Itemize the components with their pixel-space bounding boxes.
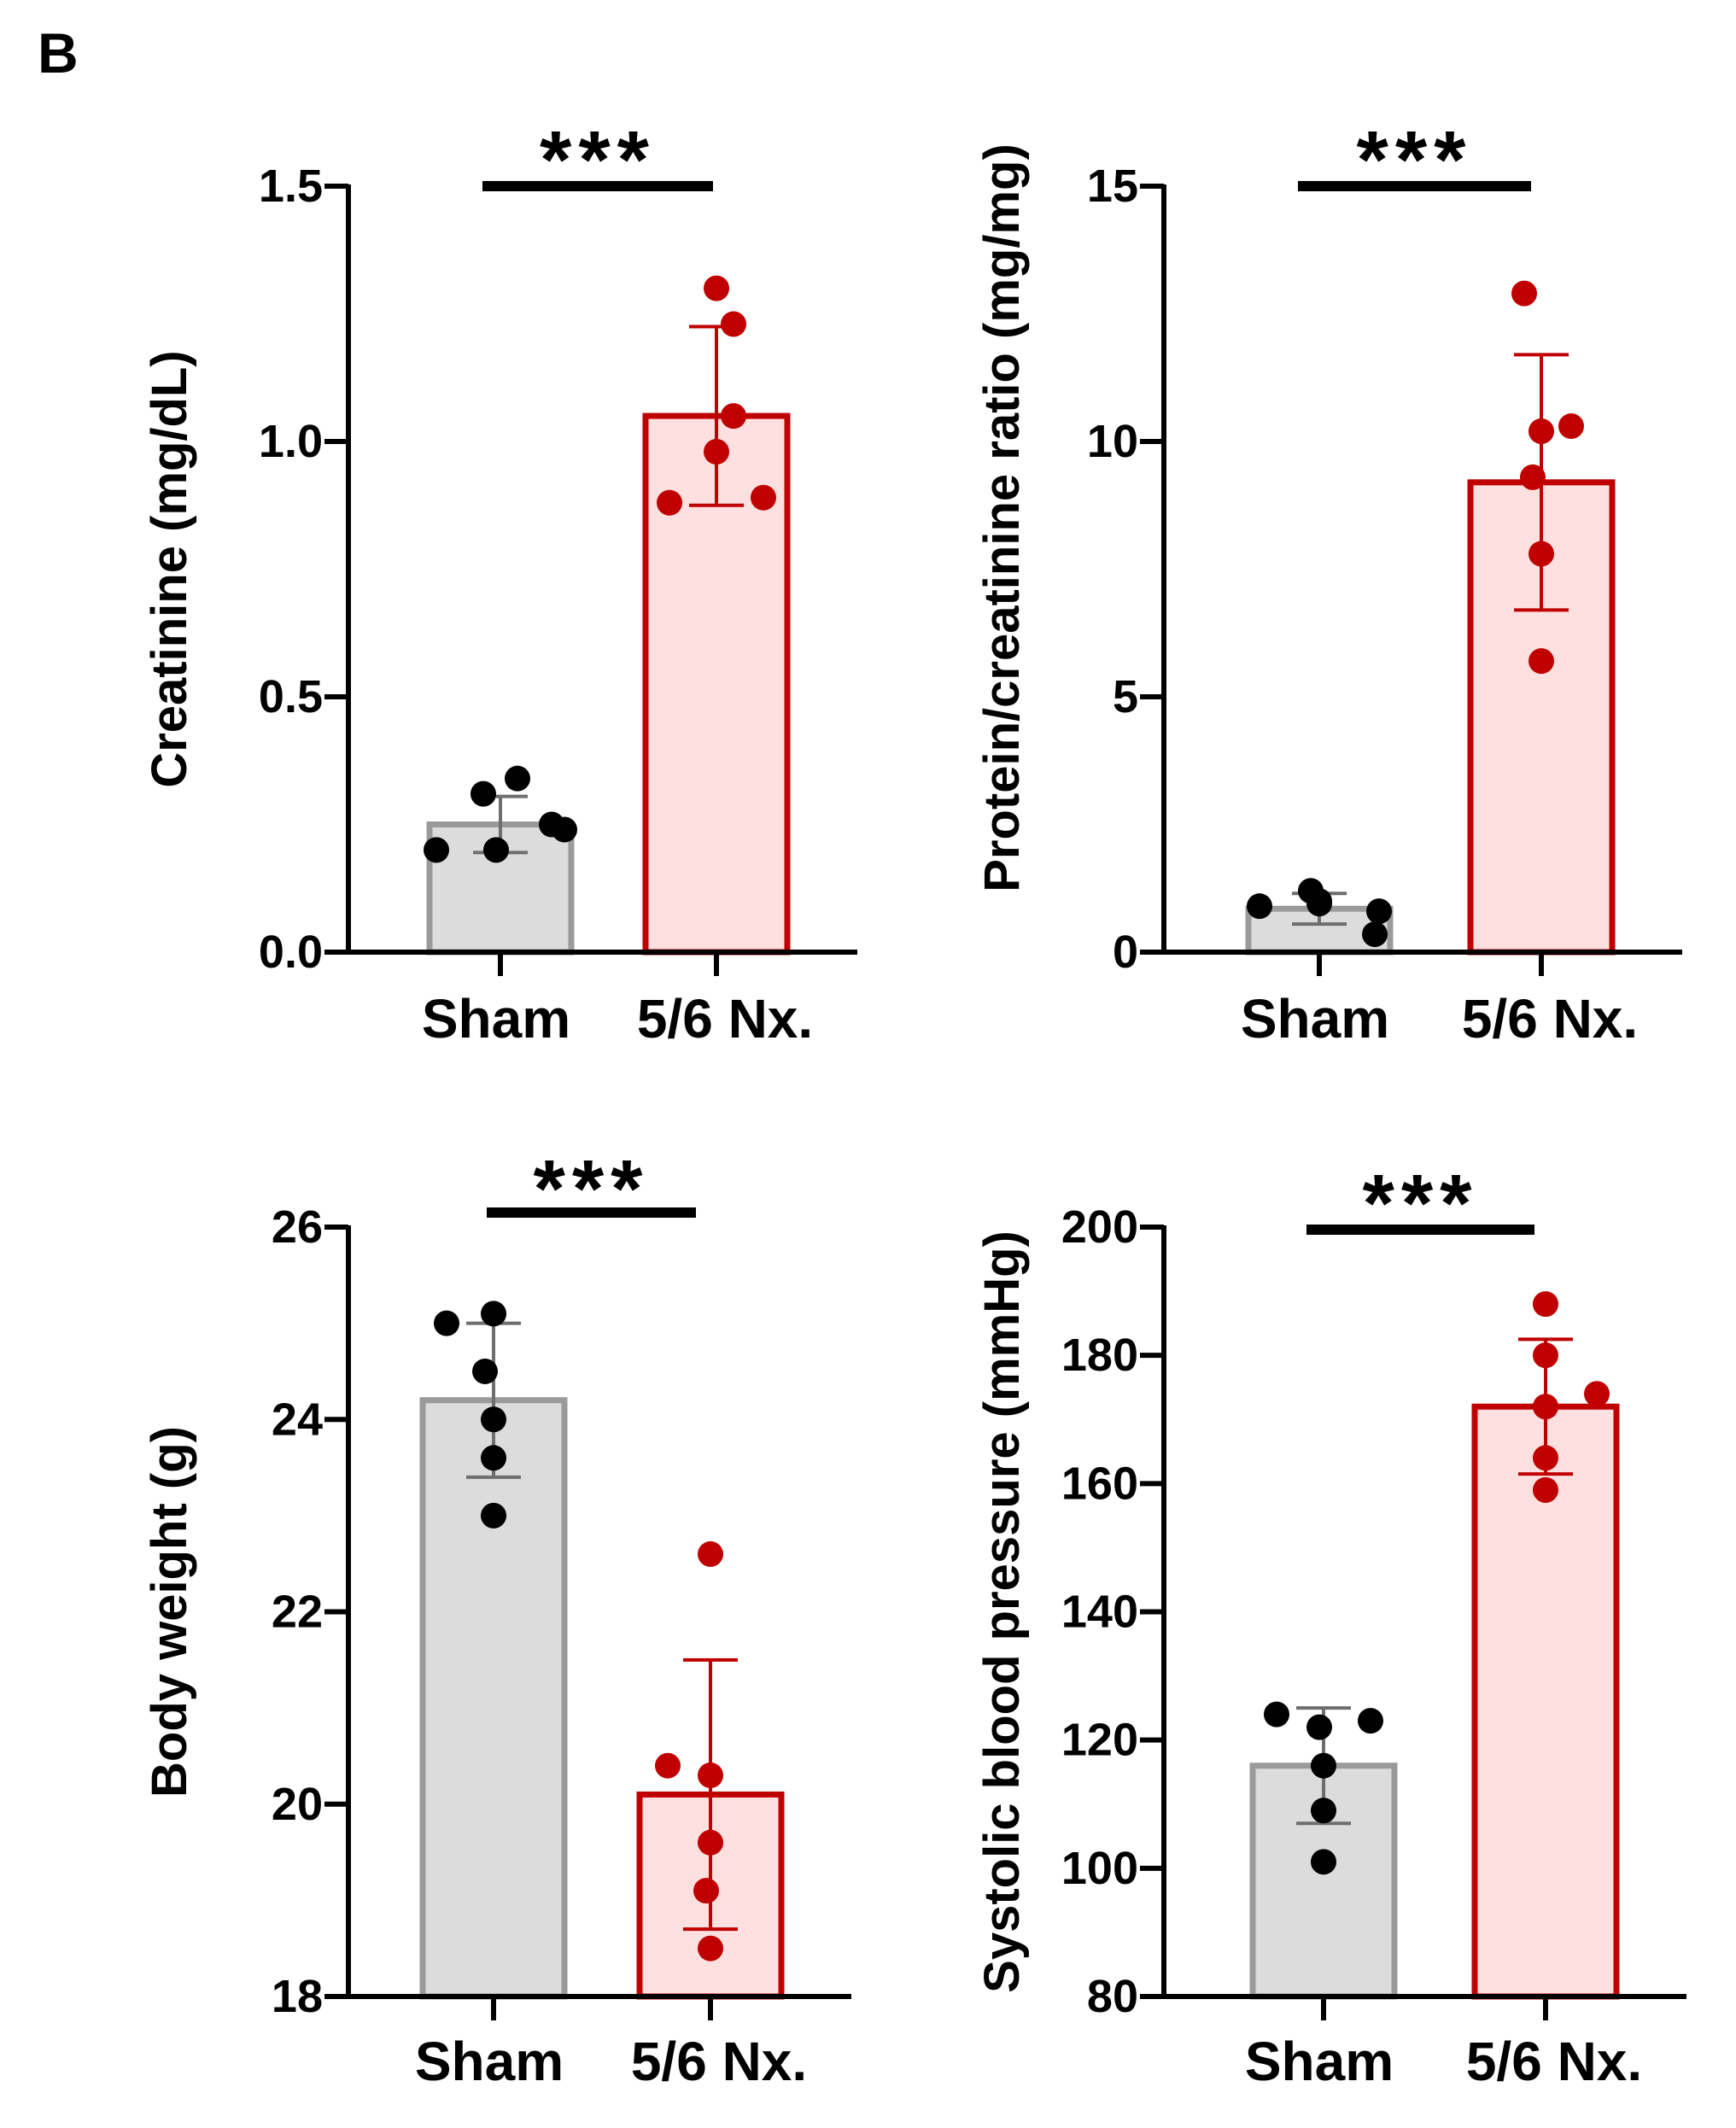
data-point (693, 1878, 719, 1904)
panel-label: B (38, 21, 79, 85)
data-point (1584, 1381, 1610, 1407)
x-category-label: Sham (415, 2031, 564, 2092)
y-tick-label: 180 (1061, 1330, 1138, 1381)
data-point (1533, 1445, 1558, 1471)
y-tick-label: 80 (1087, 1971, 1138, 2022)
data-point (698, 1762, 723, 1788)
y-axis-label: Body weight (g) (142, 1426, 197, 1798)
y-tick-label: 200 (1061, 1201, 1138, 1253)
y-tick-label: 5 (1113, 671, 1138, 722)
data-point (1306, 1714, 1332, 1740)
y-tick-label: 15 (1087, 161, 1138, 212)
y-tick-label: 1.5 (259, 161, 323, 212)
y-tick-label: 100 (1061, 1843, 1138, 1894)
significance-stars: *** (1356, 114, 1472, 206)
data-point (1533, 1394, 1558, 1420)
data-point (1533, 1476, 1558, 1503)
bar-sham (419, 1397, 568, 2000)
chart-panel-4: 80 100 120 140 160 180 200 Sham 5/6 Nx. Systolic … (974, 1158, 1686, 2092)
chart-panel-1: 0.0 0.5 1.0 1.5 Sham 5/6 Nx. Creatinine (mg/dL… (142, 114, 857, 1049)
data-point (1306, 891, 1332, 917)
data-point (1528, 418, 1554, 445)
data-point (721, 403, 746, 430)
x-category-label: 5/6 Nx. (631, 2031, 807, 2092)
data-point (481, 1406, 506, 1433)
data-point (698, 1935, 723, 1961)
data-point (481, 1502, 506, 1529)
y-axis-label: Protein/creatinine ratio (mg/mg) (974, 143, 1030, 892)
y-tick-label: 140 (1061, 1587, 1138, 1638)
data-point (1533, 1342, 1558, 1369)
y-tick-label: 24 (272, 1394, 323, 1445)
data-point (1533, 1291, 1558, 1318)
significance-stars: *** (533, 1143, 649, 1235)
data-point (1558, 413, 1584, 440)
significance-stars: *** (1362, 1158, 1478, 1249)
y-tick-label: 20 (272, 1779, 323, 1830)
data-point (481, 1445, 506, 1471)
data-point (1311, 1752, 1336, 1779)
chart-panel-3: 18 20 22 24 26 Sham 5/6 Nx. Body weight (g) *** (142, 1143, 851, 2092)
data-point (704, 275, 729, 301)
y-axis-label: Creatinine (mg/dL) (142, 350, 197, 787)
x-category-label: 5/6 Nx. (637, 988, 813, 1049)
data-point (483, 837, 509, 863)
y-tick-label: 26 (272, 1201, 323, 1253)
data-point (698, 1829, 723, 1856)
data-point (657, 489, 682, 516)
y-tick-label: 0.5 (259, 671, 323, 722)
y-tick-label: 18 (272, 1971, 323, 2022)
significance-stars: *** (540, 114, 656, 206)
y-tick-label: 1.0 (259, 416, 323, 467)
data-point (424, 837, 449, 863)
data-point (655, 1752, 681, 1779)
data-point (1362, 921, 1388, 948)
data-point (1311, 1798, 1336, 1824)
data-point (472, 1358, 498, 1384)
data-point (721, 311, 746, 337)
data-point (1358, 1708, 1383, 1734)
x-category-label: 5/6 Nx. (1462, 988, 1638, 1049)
data-point (751, 484, 776, 511)
data-point (698, 1540, 723, 1567)
x-category-label: 5/6 Nx. (1466, 2031, 1642, 2092)
data-point (471, 780, 496, 807)
data-point (552, 816, 577, 843)
x-category-label: Sham (1245, 2031, 1394, 2092)
data-point (434, 1310, 459, 1336)
data-point (1247, 893, 1272, 920)
data-point (481, 1301, 506, 1327)
data-point (1520, 464, 1546, 490)
y-tick-label: 10 (1087, 416, 1138, 467)
data-point (1528, 648, 1554, 675)
x-category-label: Sham (422, 988, 570, 1049)
y-axis-label: Systolic blood pressure (mmHg) (974, 1231, 1030, 1993)
x-category-label: Sham (1241, 988, 1389, 1049)
data-point (1264, 1701, 1289, 1728)
y-tick-label: 0.0 (259, 927, 323, 978)
data-point (704, 438, 729, 465)
y-tick-label: 160 (1061, 1458, 1138, 1509)
data-point (1366, 898, 1392, 925)
chart-panel-2: 0 5 10 15 Sham 5/6 Nx. Protein/creatinine rati… (974, 114, 1682, 1049)
bar-nx (1471, 1403, 1620, 2000)
data-point (1511, 280, 1537, 307)
y-tick-label: 120 (1061, 1715, 1138, 1766)
data-point (1311, 1849, 1336, 1875)
data-point (505, 765, 530, 792)
y-tick-label: 0 (1113, 927, 1138, 978)
data-point (1528, 541, 1554, 567)
y-tick-label: 22 (272, 1587, 323, 1638)
